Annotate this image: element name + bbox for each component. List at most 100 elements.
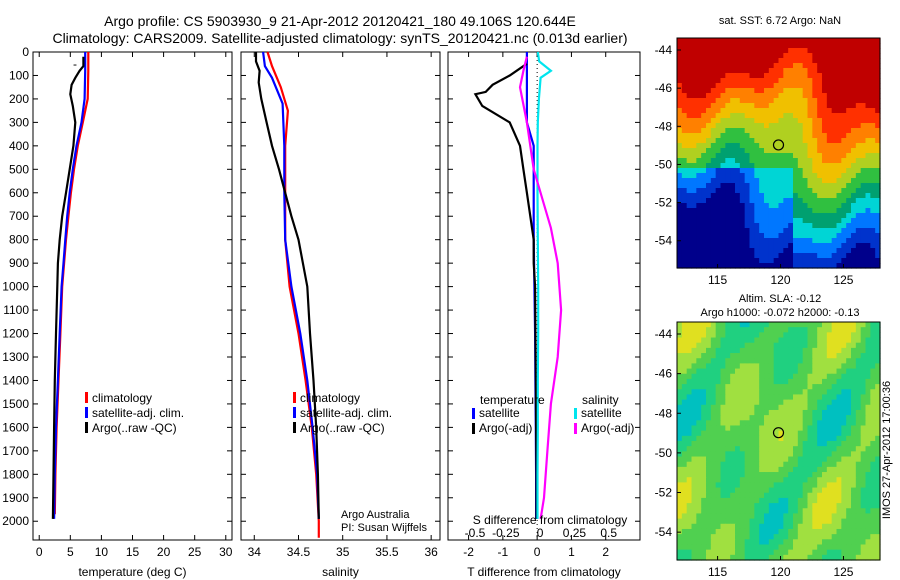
sla-map-cell (822, 425, 828, 432)
sst-map-cell (754, 223, 760, 229)
sla-map-cell (759, 409, 765, 416)
sla-map-cell (870, 347, 876, 354)
sla-map-cell (730, 446, 736, 452)
sla-map-cell (855, 363, 862, 370)
sst-map-cell (768, 228, 775, 234)
sst-map-cell (725, 78, 731, 84)
sla-map-cell (720, 518, 726, 525)
sla-map-cell (710, 518, 717, 525)
sst-map-cell (807, 168, 813, 174)
sla-map-cell (836, 409, 842, 416)
sla-map-cell (831, 477, 838, 483)
sst-map-cell (817, 98, 823, 104)
sla-map-cell (836, 477, 842, 483)
difference-top-tick: -0.5 (465, 526, 486, 540)
sst-map-cell (768, 178, 775, 184)
sla-map-cell (710, 461, 717, 468)
sst-map-cell (764, 138, 770, 144)
sla-map-cell (735, 378, 741, 385)
sst-map-cell (875, 198, 881, 204)
sst-map-cell (696, 63, 702, 69)
temperature-ytick-label: 100 (9, 68, 29, 82)
sst-map-cell (735, 263, 741, 269)
sst-map-cell (677, 83, 683, 89)
sst-map-cell (691, 48, 697, 54)
sst-map-cell (754, 88, 760, 94)
sla-map-cell (822, 435, 828, 442)
sst-map-cell (851, 93, 857, 99)
sla-map-cell (725, 472, 731, 478)
sla-map-cell (851, 482, 857, 489)
sla-map-cell (817, 363, 823, 370)
sst-map-cell (701, 193, 707, 199)
sla-map-cell (744, 332, 751, 339)
sla-map-cell (739, 441, 746, 447)
sst-map-cell (715, 243, 722, 249)
sst-map-cell (831, 163, 838, 169)
sla-map-cell (681, 534, 688, 540)
sst-map-cell (826, 228, 833, 234)
sla-map-cell (841, 518, 847, 525)
sla-map-cell (744, 523, 751, 530)
sst-map-cell (681, 218, 688, 224)
sla-map-cell (739, 363, 746, 370)
sla-map-cell (817, 399, 823, 406)
sst-map-cell (701, 98, 707, 104)
sst-map-cell (783, 213, 789, 219)
sla-map-cell (764, 554, 770, 561)
sla-map-cell (706, 332, 712, 339)
sst-map-cell (710, 178, 717, 184)
sla-map-cell (773, 389, 780, 396)
sla-map-cell (812, 425, 818, 432)
sst-map-cell (831, 88, 838, 94)
sst-map-cell (841, 128, 847, 134)
sla-map-cell (681, 399, 688, 406)
sst-map-cell (744, 68, 751, 74)
sst-map-cell (696, 108, 702, 114)
sst-map-cell (725, 213, 731, 219)
sla-map-cell (865, 549, 871, 556)
sla-map-cell (744, 549, 751, 556)
sla-map-cell (836, 342, 842, 349)
sst-map-cell (759, 118, 765, 124)
sst-map-cell (759, 38, 765, 44)
sla-map-cell (802, 430, 809, 437)
sst-map-cell (812, 53, 818, 59)
sla-map-cell (841, 446, 847, 452)
sla-map-cell (807, 404, 813, 411)
difference-series-argo-adj- (518, 56, 563, 520)
sla-map-cell (749, 497, 755, 504)
sst-map-cell (807, 208, 813, 214)
sst-map-cell (865, 213, 871, 219)
sst-map-cell (768, 183, 775, 189)
sst-map-cell (778, 163, 784, 169)
sla-map-cell (768, 544, 775, 551)
sst-map-cell (739, 253, 746, 259)
sla-map-cell (754, 415, 760, 421)
sla-map-cell (739, 539, 746, 546)
sst-map-cell (720, 253, 726, 259)
sla-map-cell (691, 513, 697, 520)
sst-map-cell (720, 68, 726, 74)
sla-map-cell (826, 327, 833, 333)
sla-map-cell (701, 430, 707, 437)
sla-map-cell (715, 337, 722, 344)
sla-map-cell (730, 472, 736, 478)
sst-map-cell (725, 93, 731, 99)
sst-map-cell (851, 233, 857, 239)
temperature-ytick-label: 1400 (2, 373, 29, 387)
sst-map-cell (870, 133, 876, 139)
sst-map-cell (870, 243, 876, 249)
sst-map-cell (759, 168, 765, 174)
sst-map-cell (710, 138, 717, 144)
sst-map-cell (773, 248, 780, 254)
difference-top-tick: 0 (537, 526, 544, 540)
sst-map-cell (788, 243, 794, 249)
sla-map-cell (754, 461, 760, 468)
temperature-ytick-label: 400 (9, 139, 29, 153)
sla-map-cell (768, 487, 775, 494)
sst-map-cell (735, 213, 741, 219)
sst-map-cell (725, 143, 731, 149)
sst-map-cell (768, 63, 775, 69)
sla-map-cell (681, 451, 688, 458)
